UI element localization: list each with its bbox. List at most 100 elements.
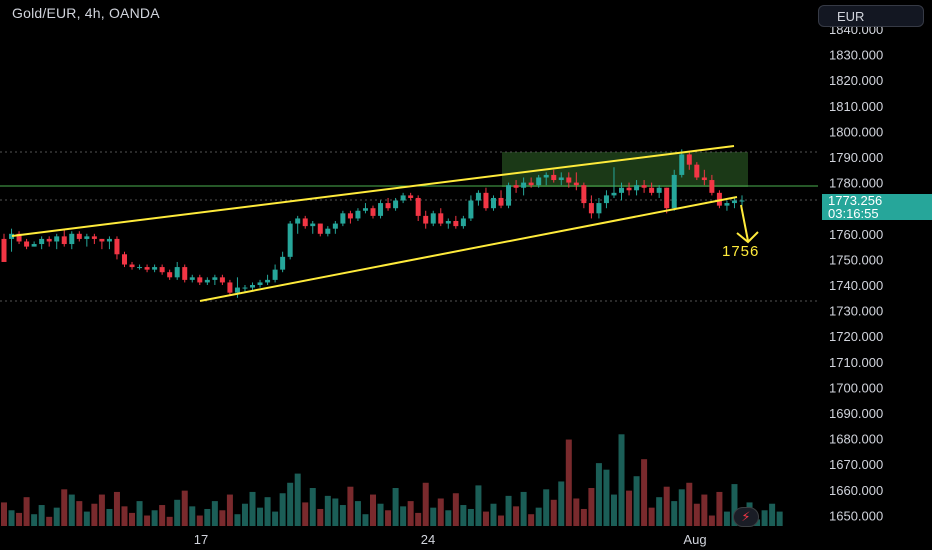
price-tick-label: 1820.000: [829, 73, 883, 88]
candle-body: [468, 200, 474, 219]
candle-body: [227, 282, 233, 293]
time-tick-label: 24: [421, 532, 435, 547]
volume-bar: [520, 491, 527, 526]
price-tick-label: 1670.000: [829, 457, 883, 472]
price-tick-label: 1740.000: [829, 278, 883, 293]
candle-body: [99, 238, 105, 242]
candle-body: [438, 213, 444, 224]
volume-bar: [543, 489, 550, 526]
price-tick-label: 1660.000: [829, 483, 883, 498]
volume-bar: [618, 434, 625, 526]
candle-body: [400, 195, 406, 201]
volume-bar: [415, 512, 422, 526]
candle-body: [167, 272, 173, 278]
candle-body: [370, 208, 376, 216]
target-price-annotation[interactable]: 1756: [722, 243, 760, 260]
candle-body: [566, 177, 572, 183]
candle-body: [453, 221, 459, 227]
candle-body: [24, 241, 30, 247]
candle-body: [408, 195, 414, 198]
candle-body: [551, 174, 557, 181]
volume-bar: [249, 491, 256, 526]
price-axis[interactable]: 1840.0001830.0001820.0001810.0001800.000…: [829, 22, 883, 523]
candle-body: [596, 203, 602, 214]
volume-bar: [53, 507, 60, 526]
candle-body: [54, 236, 60, 242]
volume-bar: [83, 511, 90, 526]
volume-bar: [708, 515, 715, 526]
candle-body: [287, 223, 293, 257]
candle-body: [137, 267, 143, 269]
volume-bar: [648, 507, 655, 526]
time-axis[interactable]: 17 24 Aug: [194, 532, 707, 547]
candle-body: [709, 180, 715, 193]
candle-body: [106, 238, 112, 242]
candle-body: [362, 208, 368, 211]
candle-body: [513, 185, 519, 188]
volume-bar: [257, 507, 264, 526]
arrow-down-icon[interactable]: [736, 204, 759, 244]
volume-bar: [241, 503, 248, 526]
candle-body: [393, 200, 399, 209]
candle-body: [325, 228, 331, 234]
volume-bar: [144, 515, 151, 526]
candle-body: [724, 203, 730, 206]
volume-bar: [407, 501, 414, 526]
candle-body: [212, 277, 218, 280]
candle-body: [385, 203, 391, 209]
symbol-title[interactable]: Gold/EUR, 4h, OANDA: [12, 5, 160, 21]
volume-bar: [279, 493, 286, 526]
volume-bar: [385, 510, 392, 526]
candle-body: [76, 233, 82, 239]
candle-body: [302, 218, 308, 227]
price-tick-label: 1830.000: [829, 48, 883, 63]
candle-body: [121, 254, 127, 265]
volume-bar: [678, 489, 685, 526]
volume-bar: [31, 514, 38, 526]
candle-body: [189, 277, 195, 280]
volume-bar: [61, 489, 68, 526]
candle-body: [84, 236, 90, 239]
candle-body: [656, 187, 662, 193]
last-price: 1773.256: [828, 193, 883, 208]
volume-bar: [535, 507, 542, 526]
candle-body: [219, 277, 225, 283]
volume-bar: [776, 511, 783, 526]
volume-bar: [324, 495, 331, 526]
volume-bar: [430, 507, 437, 526]
candle-body: [611, 192, 617, 196]
volume-bar: [400, 506, 407, 526]
currency-button[interactable]: EUR: [818, 5, 924, 27]
candle-body: [506, 185, 512, 206]
candle-body: [573, 182, 579, 186]
volume-bar: [550, 499, 557, 526]
volume-bar: [603, 469, 610, 526]
price-tick-label: 1650.000: [829, 508, 883, 523]
volume-bar: [452, 493, 459, 526]
volume-bar: [91, 503, 98, 526]
candle-body: [498, 197, 504, 206]
candles: [1, 149, 745, 298]
volume-bar: [731, 484, 738, 526]
upper-trendline[interactable]: [11, 145, 735, 237]
volume-bar: [309, 488, 316, 526]
volume-bar: [121, 506, 128, 526]
candle-body: [731, 200, 737, 204]
candle-body: [415, 197, 421, 216]
candle-body: [634, 185, 640, 191]
candle-body: [310, 223, 316, 227]
candle-body: [9, 233, 15, 239]
candle-body: [295, 218, 301, 224]
volume-bar: [23, 497, 30, 526]
volume-bar: [701, 494, 708, 526]
volume-bar: [294, 473, 301, 526]
lightning-icon[interactable]: ⚡︎: [733, 507, 759, 527]
lower-trendline[interactable]: [199, 196, 738, 302]
candle-body: [619, 187, 625, 193]
volume-bar: [610, 494, 617, 526]
volume-bar: [370, 494, 376, 526]
volume-bar: [347, 486, 354, 526]
price-tick-label: 1680.000: [829, 432, 883, 447]
candle-body: [114, 238, 120, 255]
